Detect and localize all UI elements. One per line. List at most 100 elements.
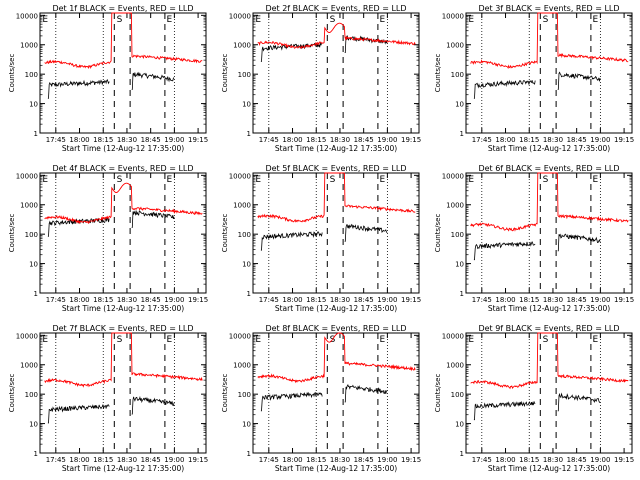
x-tick-label: 17:45 — [46, 296, 66, 304]
x-tick-label: 18:15 — [93, 296, 113, 304]
y-tick-label: 10 — [455, 101, 464, 109]
y-axis-label: Counts/sec — [221, 54, 229, 93]
y-tick-label: 10 — [29, 261, 38, 269]
x-tick-label: 19:15 — [614, 456, 634, 464]
y-tick-label: 10000 — [442, 172, 464, 180]
y-tick-label: 1000 — [446, 362, 464, 370]
y-tick-label: 10 — [242, 101, 251, 109]
y-tick-label: 100 — [25, 71, 38, 79]
y-tick-label: 10 — [242, 261, 251, 269]
plot-frame — [465, 12, 633, 134]
marker-glyph: E — [166, 335, 172, 345]
y-axis-label: Counts/sec — [8, 214, 16, 253]
panel-title: Det 2f BLACK = Events, RED = LLD — [265, 4, 406, 13]
plot-frame — [39, 12, 207, 134]
y-tick-label: 100 — [451, 71, 464, 79]
plot-frame — [252, 172, 420, 294]
panel-title: Det 9f BLACK = Events, RED = LLD — [478, 324, 619, 333]
y-tick-label: 1000 — [20, 42, 38, 50]
y-axis-label: Counts/sec — [8, 54, 16, 93]
marker-glyph: E — [592, 335, 598, 345]
marker-glyph: E — [379, 335, 385, 345]
lld-series — [257, 22, 416, 50]
x-tick-label: 17:45 — [46, 136, 66, 144]
x-tick-label: 18:30 — [117, 296, 137, 304]
lld-series — [470, 12, 629, 69]
marker-glyph: S — [330, 175, 336, 185]
x-tick-label: 18:00 — [282, 296, 302, 304]
y-tick-label: 1000 — [446, 202, 464, 210]
y-tick-label: 100 — [25, 231, 38, 239]
panel-title: Det 6f BLACK = Events, RED = LLD — [478, 164, 619, 173]
plot-frame — [39, 172, 207, 294]
plot-frame — [252, 332, 420, 454]
x-tick-label: 19:00 — [377, 456, 397, 464]
y-tick-label: 10 — [29, 421, 38, 429]
y-tick-label: 1 — [247, 130, 251, 138]
plot-frame — [465, 172, 633, 294]
marker-glyph: E — [255, 175, 261, 185]
marker-glyph: E — [468, 175, 474, 185]
y-tick-label: 1000 — [20, 202, 38, 210]
x-axis-label: Start Time (12-Aug-12 17:35:00) — [275, 464, 397, 473]
marker-glyph: E — [255, 15, 261, 25]
panel-5: Det 5f BLACK = Events, RED = LLD 1 10 100 10… — [221, 164, 421, 313]
x-axis-label: Start Time (12-Aug-12 17:35:00) — [488, 304, 610, 313]
x-tick-label: 18:15 — [306, 456, 326, 464]
x-tick-label: 18:15 — [519, 136, 539, 144]
marker-glyph: E — [592, 175, 598, 185]
events-series — [47, 71, 175, 99]
x-tick-label: 18:00 — [282, 136, 302, 144]
x-axis-label: Start Time (12-Aug-12 17:35:00) — [275, 304, 397, 313]
x-axis-label: Start Time (12-Aug-12 17:35:00) — [62, 304, 184, 313]
x-tick-label: 19:15 — [614, 136, 634, 144]
events-series — [473, 233, 601, 261]
y-axis-label: Counts/sec — [434, 374, 442, 413]
x-axis-label: Start Time (12-Aug-12 17:35:00) — [62, 144, 184, 153]
y-tick-label: 1 — [460, 130, 464, 138]
x-tick-label: 18:30 — [330, 296, 350, 304]
x-tick-label: 18:30 — [330, 456, 350, 464]
y-axis-label: Counts/sec — [434, 214, 442, 253]
x-tick-label: 17:45 — [259, 136, 279, 144]
lld-series — [44, 12, 203, 70]
y-tick-label: 1000 — [446, 42, 464, 50]
panel-8: Det 8f BLACK = Events, RED = LLD 1 10 100 10… — [221, 324, 421, 473]
x-tick-label: 17:45 — [46, 456, 66, 464]
marker-glyph: S — [330, 15, 336, 25]
x-tick-label: 18:45 — [354, 296, 374, 304]
x-tick-label: 18:30 — [330, 136, 350, 144]
marker-glyph: S — [117, 15, 123, 25]
x-tick-label: 19:00 — [164, 136, 184, 144]
panel-title: Det 7f BLACK = Events, RED = LLD — [52, 324, 193, 333]
events-series — [260, 223, 388, 251]
x-tick-label: 19:15 — [188, 296, 208, 304]
x-tick-label: 17:45 — [472, 296, 492, 304]
x-tick-label: 18:00 — [69, 456, 89, 464]
x-tick-label: 19:15 — [401, 296, 421, 304]
y-tick-label: 10000 — [16, 172, 38, 180]
y-tick-label: 1000 — [20, 362, 38, 370]
x-tick-label: 18:00 — [495, 296, 515, 304]
y-tick-label: 1 — [247, 290, 251, 298]
panel-7: Det 7f BLACK = Events, RED = LLD 1 10 100 10… — [8, 324, 208, 473]
marker-glyph: S — [117, 335, 123, 345]
y-tick-label: 10000 — [16, 332, 38, 340]
panel-6: Det 6f BLACK = Events, RED = LLD 1 10 100 10… — [434, 164, 634, 313]
x-tick-label: 18:45 — [567, 456, 587, 464]
y-tick-label: 1000 — [233, 362, 251, 370]
marker-glyph: E — [166, 175, 172, 185]
y-axis-label: Counts/sec — [434, 54, 442, 93]
lld-series — [44, 182, 203, 225]
y-tick-label: 100 — [25, 391, 38, 399]
x-tick-label: 17:45 — [472, 456, 492, 464]
x-tick-label: 18:45 — [141, 296, 161, 304]
x-tick-label: 19:00 — [377, 136, 397, 144]
x-tick-label: 18:30 — [543, 296, 563, 304]
panel-9: Det 9f BLACK = Events, RED = LLD 1 10 100 10… — [434, 324, 634, 473]
x-tick-label: 19:15 — [401, 456, 421, 464]
y-tick-label: 1 — [460, 290, 464, 298]
x-axis-label: Start Time (12-Aug-12 17:35:00) — [488, 464, 610, 473]
y-tick-label: 10000 — [229, 12, 251, 20]
panel-title: Det 8f BLACK = Events, RED = LLD — [265, 324, 406, 333]
